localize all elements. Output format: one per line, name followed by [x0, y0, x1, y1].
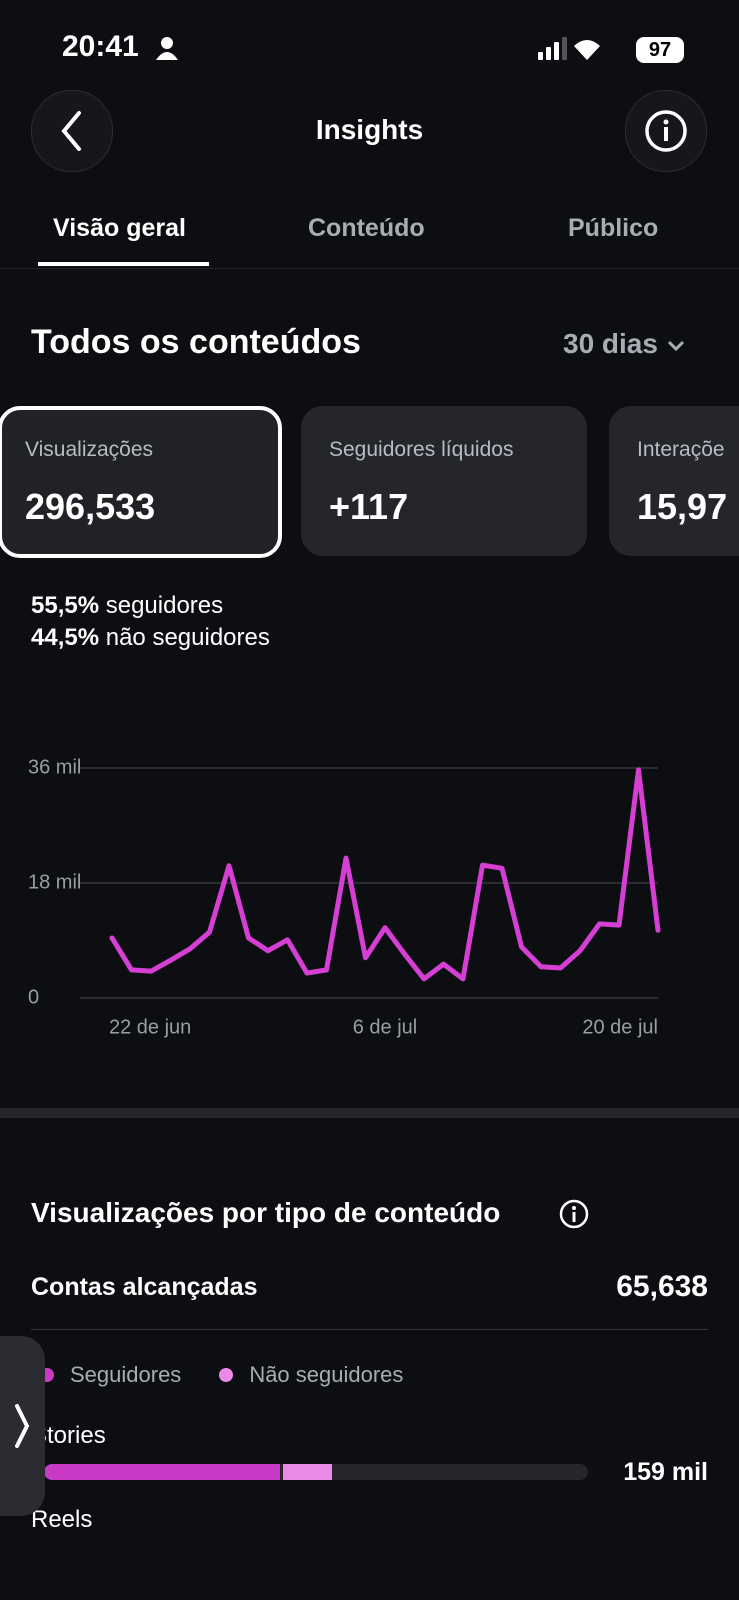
divider: [31, 1329, 708, 1330]
audience-split: 55,5% seguidores 44,5% não seguidores: [31, 590, 270, 654]
tab[interactable]: Público: [568, 214, 659, 242]
legend-item: Seguidores: [40, 1362, 181, 1388]
y-tick-label: 0: [28, 986, 39, 1008]
reach-label: Contas alcançadas: [31, 1273, 258, 1301]
bar-segment: [44, 1464, 280, 1480]
x-tick-label: 22 de jun: [109, 1016, 191, 1038]
card-value: 15,97: [637, 486, 728, 527]
battery: 97: [636, 37, 684, 63]
line: [109, 767, 661, 982]
line-chart: 0 18 mil 36 mil 22 de jun 6 de jul 20 de jul: [28, 756, 661, 1038]
card-value: 296,533: [25, 486, 156, 527]
card-label: Seguidores líquidos: [329, 438, 514, 461]
row-label: Reels: [31, 1506, 93, 1533]
tab[interactable]: Visão geral: [53, 214, 186, 242]
section-title: Todos os conteúdos: [31, 323, 361, 361]
person-icon: [156, 37, 178, 60]
y-tick-label: 18 mil: [28, 871, 81, 893]
reach-value: 65,638: [616, 1270, 708, 1303]
section-divider: [0, 1108, 739, 1118]
info-button[interactable]: [625, 90, 707, 172]
x-tick-label: 20 de jul: [582, 1016, 658, 1038]
period: 30 dias: [563, 328, 658, 359]
info-icon[interactable]: [558, 1198, 590, 1230]
page-title: Insights: [315, 114, 424, 145]
time: 20:41: [62, 30, 139, 63]
percent: 44,5%: [31, 624, 100, 651]
side-handle[interactable]: [0, 1336, 45, 1516]
divider: [0, 268, 739, 269]
bar-track: [44, 1464, 588, 1480]
legend-item: Não seguidores: [219, 1362, 403, 1388]
tab[interactable]: Conteúdo: [308, 214, 425, 242]
legend-label: Seguidores: [70, 1362, 182, 1387]
split-label: seguidores: [105, 592, 224, 619]
legend: Seguidores Não seguidores: [40, 1362, 441, 1388]
percent: 55,5%: [31, 592, 100, 619]
tab-indicator: [38, 262, 209, 266]
period-select[interactable]: 30 dias: [563, 328, 686, 360]
back-button[interactable]: [31, 90, 113, 172]
signal-wifi: [538, 37, 600, 60]
legend-dot: [219, 1368, 234, 1382]
bar-segment: [282, 1464, 333, 1480]
row-total: 159 mil: [623, 1458, 708, 1486]
card-label: Interaçõe: [637, 438, 725, 461]
y-tick-label: 36 mil: [28, 756, 81, 778]
legend-label: Não seguidores: [249, 1362, 404, 1387]
card-value: +117: [329, 486, 409, 527]
metric-card[interactable]: Visualizações 296,533: [0, 406, 282, 558]
split-label: não seguidores: [105, 624, 270, 651]
x-tick-label: 6 de jul: [353, 1016, 418, 1038]
metric-card[interactable]: Seguidores líquidos +117: [301, 406, 587, 556]
card-label: Visualizações: [25, 438, 154, 461]
metric-card[interactable]: Interaçõe 15,97: [609, 406, 739, 556]
section-title: Visualizações por tipo de conteúdo: [31, 1197, 501, 1228]
